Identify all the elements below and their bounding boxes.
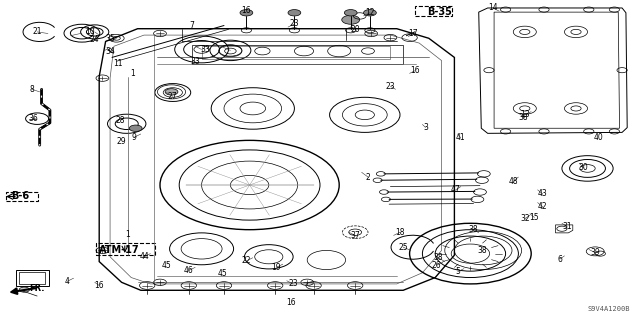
Text: 30: 30	[579, 163, 589, 172]
Text: 22: 22	[242, 256, 251, 265]
Text: 29: 29	[116, 137, 127, 146]
Circle shape	[240, 10, 253, 16]
Text: 40: 40	[593, 133, 604, 142]
Text: 3: 3	[423, 123, 428, 132]
Text: 42: 42	[538, 202, 548, 211]
Text: 7: 7	[189, 21, 195, 30]
Text: 46: 46	[184, 266, 194, 275]
Circle shape	[342, 15, 360, 24]
Circle shape	[364, 10, 376, 16]
Text: 16: 16	[241, 6, 252, 15]
Text: 16: 16	[94, 281, 104, 290]
Text: 23: 23	[385, 82, 396, 91]
Text: 9: 9	[132, 133, 137, 142]
Text: 23: 23	[288, 279, 298, 288]
Text: 23: 23	[289, 19, 300, 28]
Text: 27: 27	[168, 92, 178, 101]
Circle shape	[344, 10, 357, 16]
Text: 33: 33	[190, 57, 200, 66]
Text: 18: 18	[396, 228, 404, 237]
Text: 48: 48	[508, 177, 518, 186]
Text: 16: 16	[410, 66, 420, 75]
Text: ATM-17: ATM-17	[99, 245, 140, 256]
Text: 31: 31	[562, 222, 572, 231]
Text: 13: 13	[520, 110, 530, 119]
Bar	[96, 243, 155, 255]
Text: FR.: FR.	[29, 284, 44, 293]
Text: 1: 1	[130, 69, 135, 78]
Text: 39: 39	[590, 248, 600, 257]
Text: B-6: B-6	[12, 191, 29, 201]
Text: B-35: B-35	[428, 7, 452, 17]
Text: 34: 34	[105, 47, 115, 56]
Text: 33: 33	[200, 45, 210, 54]
Text: 20: 20	[350, 25, 360, 34]
Text: 11: 11	[114, 59, 123, 68]
Text: 8: 8	[29, 85, 35, 94]
Text: 25: 25	[398, 243, 408, 252]
Text: 10: 10	[84, 27, 95, 36]
Text: 35: 35	[106, 34, 116, 43]
Bar	[16, 270, 49, 286]
Circle shape	[165, 89, 178, 95]
Text: 37: 37	[350, 231, 360, 240]
Bar	[6, 192, 38, 201]
Text: 44: 44	[139, 252, 149, 261]
Text: 14: 14	[488, 4, 498, 12]
Text: 19: 19	[271, 263, 282, 272]
Bar	[192, 45, 403, 64]
Text: 21: 21	[33, 27, 42, 36]
Text: 28: 28	[116, 116, 125, 125]
Circle shape	[19, 287, 29, 292]
Text: 24: 24	[90, 35, 100, 44]
Text: 1: 1	[125, 230, 131, 239]
Circle shape	[129, 125, 142, 131]
Text: 4: 4	[65, 277, 70, 286]
Text: 12: 12	[365, 8, 374, 17]
Text: S9V4A1200B: S9V4A1200B	[588, 306, 630, 312]
Text: 47: 47	[451, 185, 461, 194]
Text: 41: 41	[456, 133, 466, 142]
Text: 38: 38	[468, 225, 479, 234]
Text: 38: 38	[477, 246, 487, 255]
Text: 15: 15	[529, 213, 540, 222]
Bar	[202, 46, 390, 59]
Text: 5: 5	[455, 267, 460, 276]
Text: 38: 38	[518, 113, 529, 122]
Text: 36: 36	[28, 114, 38, 122]
Circle shape	[288, 10, 301, 16]
Text: 6: 6	[557, 255, 563, 263]
Bar	[415, 6, 452, 16]
Text: 2: 2	[365, 173, 371, 182]
Text: 43: 43	[538, 189, 548, 198]
Bar	[19, 272, 45, 284]
Text: 45: 45	[218, 269, 228, 278]
Text: 32: 32	[520, 214, 530, 223]
Text: 16: 16	[286, 298, 296, 307]
Text: 38: 38	[433, 253, 444, 262]
Text: 45: 45	[161, 261, 172, 270]
Text: 26: 26	[431, 261, 442, 270]
Text: 17: 17	[408, 29, 418, 38]
